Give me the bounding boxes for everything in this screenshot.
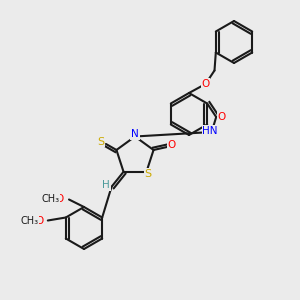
Text: O: O xyxy=(167,140,176,151)
Text: O: O xyxy=(55,194,64,204)
Text: O: O xyxy=(218,112,226,122)
Text: CH₃: CH₃ xyxy=(21,216,39,226)
Text: N: N xyxy=(131,129,139,139)
Text: S: S xyxy=(144,169,152,179)
Text: O: O xyxy=(35,216,44,226)
Text: HN: HN xyxy=(202,125,218,136)
Text: H: H xyxy=(102,180,110,190)
Text: S: S xyxy=(97,136,104,147)
Text: O: O xyxy=(201,79,210,89)
Text: CH₃: CH₃ xyxy=(41,194,59,204)
